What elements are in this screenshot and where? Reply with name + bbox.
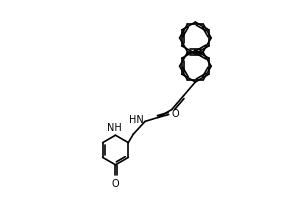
- Text: NH: NH: [107, 123, 122, 133]
- Text: O: O: [172, 109, 179, 119]
- Text: O: O: [112, 179, 119, 189]
- Text: HN: HN: [129, 115, 144, 125]
